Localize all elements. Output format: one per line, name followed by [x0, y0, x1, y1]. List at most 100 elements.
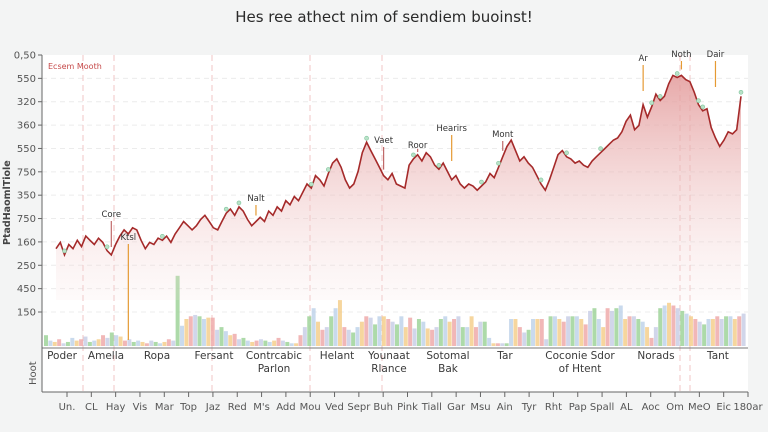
volume-bar: [526, 329, 531, 346]
volume-bar: [592, 308, 597, 346]
volume-bar: [623, 319, 628, 346]
volume-bar: [653, 327, 658, 346]
y-axis-subtitle: Hoot: [28, 361, 39, 385]
annotation-label: Core: [101, 210, 121, 220]
volume-bar: [105, 337, 110, 346]
volume-bar: [359, 321, 364, 346]
volume-bar: [544, 339, 549, 346]
volume-bar: [478, 321, 483, 346]
volume-bar: [333, 308, 338, 346]
category-label: Sotomal: [426, 350, 469, 362]
x-tick-label: Tyr: [521, 402, 537, 413]
y-tick-label: 550: [17, 144, 36, 155]
volume-bar: [298, 335, 303, 346]
category-sublabel: of Htent: [559, 363, 602, 375]
volume-bar: [311, 308, 316, 346]
volume-bar: [500, 343, 505, 346]
x-ticks: Un. CL Hay Vis Mar Top Jaz Red M's Add Mou Ved Sepr B…: [59, 392, 764, 413]
annotation-label: Nalt: [247, 194, 265, 204]
annotations: Core Ktsl Nalt Vaet Roor Hearirs Mont Ar Noth Dai…: [101, 50, 725, 340]
volume-bar: [206, 317, 211, 346]
volume-bar: [166, 339, 171, 346]
volume-bar: [289, 343, 294, 346]
volume-bar: [395, 324, 399, 346]
volume-bar: [688, 316, 693, 346]
category-label: Norads: [637, 350, 674, 362]
volume-bar: [539, 319, 544, 346]
volume-bar: [645, 327, 650, 346]
category-label: Poder: [47, 350, 78, 362]
x-tick-label: Red: [228, 402, 247, 413]
volume-bar: [381, 316, 386, 346]
data-marker: [104, 244, 110, 250]
data-marker: [674, 71, 680, 76]
volume-bar: [416, 319, 421, 346]
x-tick-label: Un.: [59, 402, 76, 413]
category-label: Younaat: [367, 350, 410, 362]
annotation-label: Noth: [671, 50, 691, 60]
volume-bar: [342, 327, 347, 346]
volume-bar: [171, 340, 176, 346]
data-marker: [696, 98, 701, 103]
data-marker: [62, 248, 67, 254]
series-markers: [62, 71, 744, 254]
y-ticks: 0,50 550 320 360 550 750 350 750 160 250 450 150: [14, 51, 42, 319]
volume-bar: [285, 341, 290, 346]
annotation-label: Vaet: [374, 136, 394, 146]
x-tick-label: Top: [179, 402, 197, 413]
volume-bar: [373, 324, 378, 346]
volume-bar: [570, 316, 575, 346]
volume-bar: [627, 316, 632, 346]
x-tick-label: Rht: [545, 402, 562, 413]
x-tick-label: Spall: [590, 402, 614, 413]
series-line: [55, 74, 742, 258]
volume-bar: [316, 321, 321, 346]
volume-bar: [495, 343, 500, 346]
volume-bar: [114, 335, 119, 346]
volume-bar: [267, 341, 272, 346]
volume-bar: [719, 319, 724, 346]
volume-bar: [228, 335, 233, 346]
volume-bar: [386, 319, 391, 346]
volume-bar: [302, 327, 307, 346]
volume-bar: [210, 317, 215, 346]
volume-bar: [175, 275, 180, 346]
volume-bar: [443, 316, 448, 346]
volume-bar: [601, 327, 606, 346]
volume-bar: [609, 310, 614, 346]
volume-bar: [465, 327, 470, 346]
volume-bar: [434, 327, 439, 346]
volume-bar: [144, 343, 149, 346]
chart-title: Hes ree athect nim of sendiem buoinst!: [235, 8, 533, 26]
volume-bar: [452, 319, 457, 346]
x-tick-label: Gar: [447, 402, 466, 413]
volume-bar: [697, 321, 702, 346]
volume-bar: [491, 343, 496, 346]
volume-bar: [513, 319, 518, 346]
x-tick-label: Eic: [716, 402, 731, 413]
volume-bar: [92, 340, 97, 346]
x-tick-label: Pap: [569, 402, 587, 413]
volume-bar: [636, 319, 641, 346]
data-marker: [657, 94, 663, 99]
x-tick-label: Om: [666, 402, 684, 413]
volume-bar: [618, 305, 623, 346]
volume-bar: [324, 327, 329, 346]
annotation-label: Roor: [408, 141, 428, 151]
volume-bar: [162, 341, 167, 346]
volume-bar: [149, 340, 154, 346]
x-tick-label: 180ar: [733, 402, 763, 413]
volume-bar: [254, 340, 259, 346]
x-tick-label: M's: [253, 402, 270, 413]
volume-bar: [680, 310, 685, 346]
volume-bar: [588, 310, 593, 346]
volume-bar: [118, 336, 123, 346]
annotation-label: Ktsl: [120, 233, 136, 243]
volume-bar: [693, 319, 698, 346]
volume-bar: [201, 319, 206, 346]
volume-bar: [294, 343, 299, 346]
volume-bar: [579, 319, 584, 346]
volume-bar: [61, 343, 66, 346]
